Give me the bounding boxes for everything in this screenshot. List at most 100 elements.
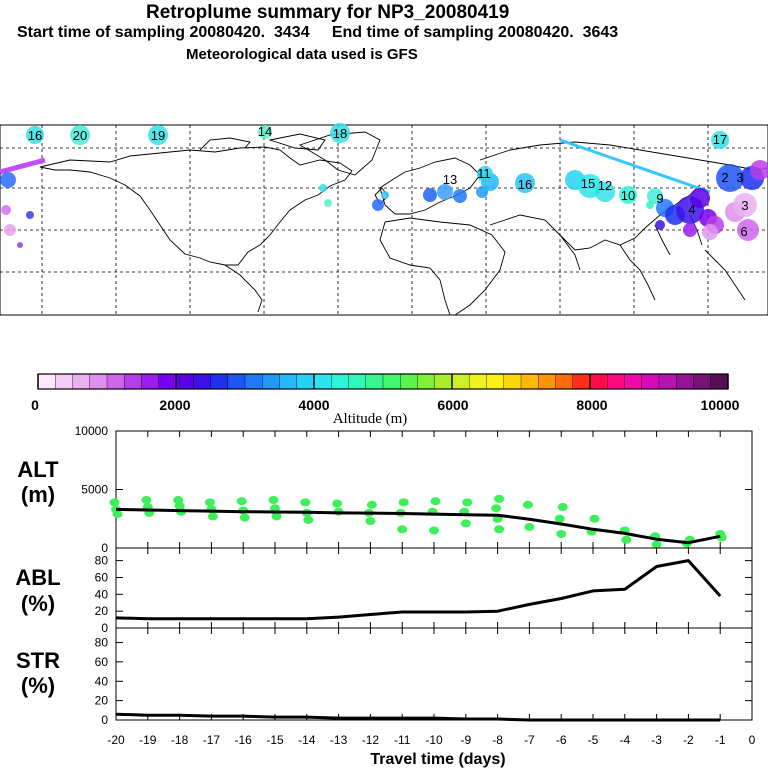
x-tick-label: -6 bbox=[556, 733, 567, 747]
plume-label: 6 bbox=[740, 224, 747, 239]
colorbar-cell bbox=[141, 374, 160, 389]
met-data-line: Meteorological data used is GFS bbox=[186, 46, 418, 63]
sampling-times: Start time of sampling 20080420. 3434 En… bbox=[17, 24, 619, 41]
plume-blob bbox=[619, 186, 637, 204]
plume-labels: 16 20 19 14 18 17 13 11 16 15 12 10 9 4 3 6 2 3 bbox=[28, 124, 749, 239]
plume-blob bbox=[733, 193, 757, 217]
y-tick-label: 0 bbox=[101, 541, 108, 555]
plume-blob bbox=[655, 220, 665, 230]
plume-blob bbox=[647, 188, 663, 204]
panel-frame bbox=[115, 547, 753, 629]
plume-label: 17 bbox=[713, 132, 727, 147]
scatter-point bbox=[430, 497, 441, 506]
panel-ylabel: ALT bbox=[17, 457, 59, 482]
colorbar-cell bbox=[210, 374, 229, 389]
plume-blob bbox=[690, 188, 710, 208]
plume-label: 13 bbox=[443, 172, 457, 187]
colorbar-cell bbox=[331, 374, 349, 389]
y-tick-label: 60 bbox=[95, 655, 109, 669]
colorbar-tick-label: 4000 bbox=[298, 397, 329, 413]
colorbar-cell bbox=[417, 374, 436, 389]
scatter-point bbox=[204, 498, 215, 507]
scatter-point bbox=[300, 498, 311, 507]
colorbar-cells bbox=[38, 374, 729, 389]
retroplume-map: 16 20 19 14 18 17 13 11 16 15 12 10 9 4 3 6 2 3 bbox=[0, 123, 768, 316]
colorbar-cell bbox=[469, 374, 487, 389]
panel-abl: ABL(%) 0 20 40 60 80 bbox=[15, 547, 753, 635]
plume-blob bbox=[711, 131, 729, 149]
x-tick-label: -2 bbox=[683, 733, 694, 747]
y-tick-label: 5000 bbox=[81, 483, 108, 497]
y-tick-label: 60 bbox=[95, 570, 109, 584]
y-tick-label: 20 bbox=[95, 604, 109, 618]
coastlines bbox=[39, 131, 768, 316]
colorbar-cell bbox=[365, 374, 384, 389]
x-axis-title: Travel time (days) bbox=[370, 751, 505, 768]
colorbar-tick-label: 10000 bbox=[701, 397, 740, 413]
colorbar-cell bbox=[503, 374, 522, 389]
plume-label: 10 bbox=[621, 188, 635, 203]
scatter-point bbox=[554, 514, 565, 523]
colorbar: 0 2000 4000 6000 8000 10000 Altitude (m) bbox=[31, 373, 740, 427]
plume-blob bbox=[4, 224, 16, 236]
y-tick-label: 40 bbox=[95, 587, 109, 601]
scatter-point bbox=[398, 498, 409, 507]
panel-ylabel: ABL bbox=[15, 565, 60, 590]
plume-blob bbox=[716, 164, 744, 192]
plume-blob bbox=[17, 242, 23, 248]
plume-label: 19 bbox=[151, 128, 165, 143]
x-tick-label: -3 bbox=[651, 733, 662, 747]
plume-label: 16 bbox=[518, 177, 532, 192]
scatter-point bbox=[303, 515, 314, 524]
series-line bbox=[115, 507, 721, 545]
x-tick-label: -7 bbox=[524, 733, 535, 747]
scatter-points bbox=[109, 494, 727, 549]
colorbar-cell bbox=[555, 374, 574, 389]
colorbar-cell bbox=[693, 374, 712, 389]
x-tick-label: -10 bbox=[425, 733, 443, 747]
scatter-point bbox=[621, 535, 632, 544]
colorbar-cell bbox=[245, 374, 263, 389]
scatter-point bbox=[557, 503, 568, 512]
panel-ylabel-units: (%) bbox=[21, 673, 55, 698]
plume-blob bbox=[26, 211, 34, 219]
plume-label: 12 bbox=[598, 178, 612, 193]
colorbar-cell bbox=[314, 374, 332, 389]
plume-blob bbox=[330, 123, 350, 143]
scatter-point bbox=[236, 497, 247, 506]
scatter-point bbox=[112, 510, 123, 519]
scatter-point bbox=[494, 494, 505, 503]
colorbar-tick-label: 6000 bbox=[437, 397, 468, 413]
colorbar-cell bbox=[572, 374, 591, 389]
plume-blob bbox=[324, 199, 332, 207]
colorbar-cell bbox=[590, 374, 608, 389]
colorbar-cell bbox=[296, 374, 315, 389]
x-tick-label: -4 bbox=[619, 733, 630, 747]
plume-blob bbox=[737, 219, 759, 241]
plume-label: 3 bbox=[741, 198, 748, 213]
plume-blob bbox=[702, 224, 718, 240]
scatter-point bbox=[207, 512, 218, 521]
plume-blob bbox=[437, 184, 453, 200]
scatter-point bbox=[651, 540, 662, 549]
colorbar-cell bbox=[452, 374, 470, 389]
x-tick-label: -13 bbox=[330, 733, 348, 747]
colorbar-cell bbox=[158, 374, 177, 389]
y-tick-label: 0 bbox=[101, 621, 108, 635]
colorbar-cell bbox=[624, 374, 643, 389]
plume-label: 16 bbox=[28, 128, 42, 143]
colorbar-tick-label: 0 bbox=[31, 397, 39, 413]
trajectory-band-west bbox=[0, 157, 46, 175]
colorbar-cell bbox=[124, 374, 142, 389]
x-tick-label: -8 bbox=[492, 733, 503, 747]
colorbar-cell bbox=[521, 374, 539, 389]
plume-blob bbox=[683, 223, 697, 237]
scatter-point bbox=[141, 496, 152, 505]
x-tick-label: -16 bbox=[235, 733, 253, 747]
colorbar-cell bbox=[107, 374, 125, 389]
y-tick-label: 0 bbox=[101, 713, 108, 727]
plume-blob bbox=[372, 199, 384, 211]
y-tick-label: 80 bbox=[95, 636, 109, 650]
scatter-point bbox=[429, 526, 439, 535]
